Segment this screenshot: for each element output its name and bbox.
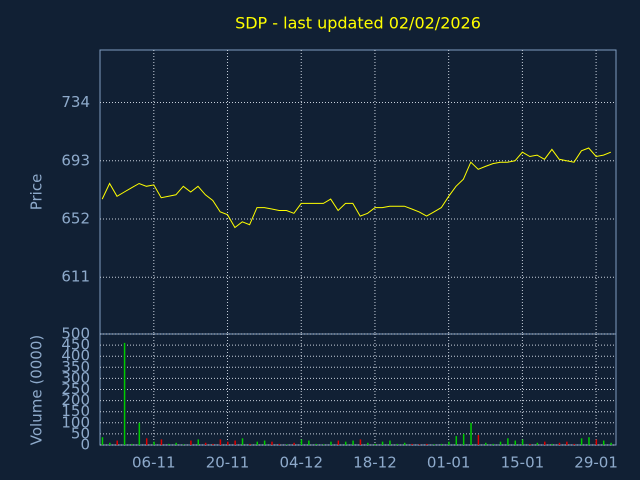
volume-bar (190, 440, 192, 445)
volume-bar (595, 439, 598, 445)
volume-bar (249, 443, 251, 445)
volume-bar (492, 443, 494, 445)
volume-bar (131, 443, 133, 445)
volume-bar (381, 441, 384, 445)
y-tick-label: 150 (61, 402, 90, 420)
volume-bar (168, 443, 170, 445)
volume-bar (477, 435, 480, 445)
volume-bar (374, 443, 376, 445)
volume-bar (160, 439, 163, 445)
x-tick-label: 06-11 (132, 454, 176, 472)
volume-bar (145, 438, 148, 445)
volume-bar (337, 440, 340, 445)
volume-bar (182, 444, 185, 445)
volume-bar (566, 441, 568, 445)
volume-bar (263, 440, 266, 445)
volume-bar (440, 443, 443, 445)
volume-bar (123, 342, 126, 445)
volume-bar (514, 440, 517, 445)
y-tick-label: 50 (71, 424, 90, 442)
y-tick-label: 611 (61, 268, 90, 286)
volume-bar (588, 437, 590, 445)
y-tick-label: 250 (61, 380, 90, 398)
y-tick-label: 500 (61, 325, 90, 343)
volume-bar (153, 441, 155, 445)
volume-bar (418, 444, 421, 445)
volume-bar (300, 439, 303, 445)
y-tick-label: 0 (80, 436, 90, 454)
volume-bar (507, 438, 509, 445)
volume-bar (389, 440, 391, 445)
volume-bar (462, 433, 465, 445)
volume-bar (138, 422, 141, 445)
volume-bar (234, 440, 236, 445)
volume-bar (485, 442, 487, 445)
y-tick-label: 350 (61, 358, 90, 376)
volume-bar (470, 422, 472, 445)
volume-bar (344, 441, 347, 445)
y-tick-label: 100 (61, 413, 90, 431)
volume-bar (204, 442, 207, 445)
volume-bar (529, 443, 531, 445)
volume-bar (448, 441, 450, 445)
y-tick-label: 200 (61, 391, 90, 409)
volume-bar (322, 444, 325, 445)
volume-bar (293, 442, 295, 445)
volume-bar (433, 444, 435, 445)
volume-bar (315, 443, 317, 445)
volume-bar (455, 436, 458, 445)
volume-bar (278, 443, 281, 445)
volume-bar (367, 442, 369, 445)
volume-bar (197, 439, 200, 445)
x-tick-label: 29-01 (574, 454, 618, 472)
y-axis-label: Volume (0000) (28, 335, 46, 445)
volume-bar (175, 442, 177, 445)
volume-bar (610, 442, 612, 445)
chart-title: SDP - last updated 02/02/2026 (235, 14, 481, 33)
volume-bar (212, 443, 214, 445)
y-tick-label: 400 (61, 347, 90, 365)
x-tick-label: 01-01 (427, 454, 471, 472)
x-tick-label: 20-11 (206, 454, 250, 472)
y-tick-label: 693 (61, 151, 90, 169)
x-tick-label: 04-12 (279, 454, 323, 472)
volume-bar (241, 438, 244, 445)
volume-bar (602, 440, 605, 445)
volume-bar (352, 440, 354, 445)
y-tick-label: 450 (61, 336, 90, 354)
volume-bar (426, 443, 428, 445)
volume-bar (536, 442, 539, 445)
volume-bar (256, 441, 259, 445)
volume-bar (271, 441, 273, 445)
y-axis-label: Price (28, 174, 46, 211)
volume-bar (116, 440, 118, 445)
x-tick-label: 18-12 (353, 454, 397, 472)
x-tick-label: 15-01 (501, 454, 545, 472)
volume-bar (101, 437, 104, 445)
volume-bar (330, 441, 332, 445)
y-tick-label: 652 (61, 209, 90, 227)
y-tick-label: 300 (61, 369, 90, 387)
volume-bar (573, 443, 575, 445)
volume-bar (543, 441, 546, 445)
volume-bar (551, 443, 553, 445)
y-tick-label: 734 (61, 93, 90, 111)
volume-bar (411, 443, 413, 445)
volume-bar (359, 439, 362, 445)
volume-bar (109, 442, 111, 445)
volume-bar (521, 439, 524, 445)
volume-bar (227, 441, 229, 445)
volume-bar (396, 443, 399, 445)
volume-bar (580, 438, 583, 445)
price-line (101, 147, 611, 229)
volume-bar (499, 441, 502, 445)
volume-bar (308, 440, 310, 445)
volume-bar (558, 442, 561, 445)
volume-bar (403, 442, 406, 445)
volume-bar (219, 439, 222, 445)
volume-bar (285, 444, 288, 445)
